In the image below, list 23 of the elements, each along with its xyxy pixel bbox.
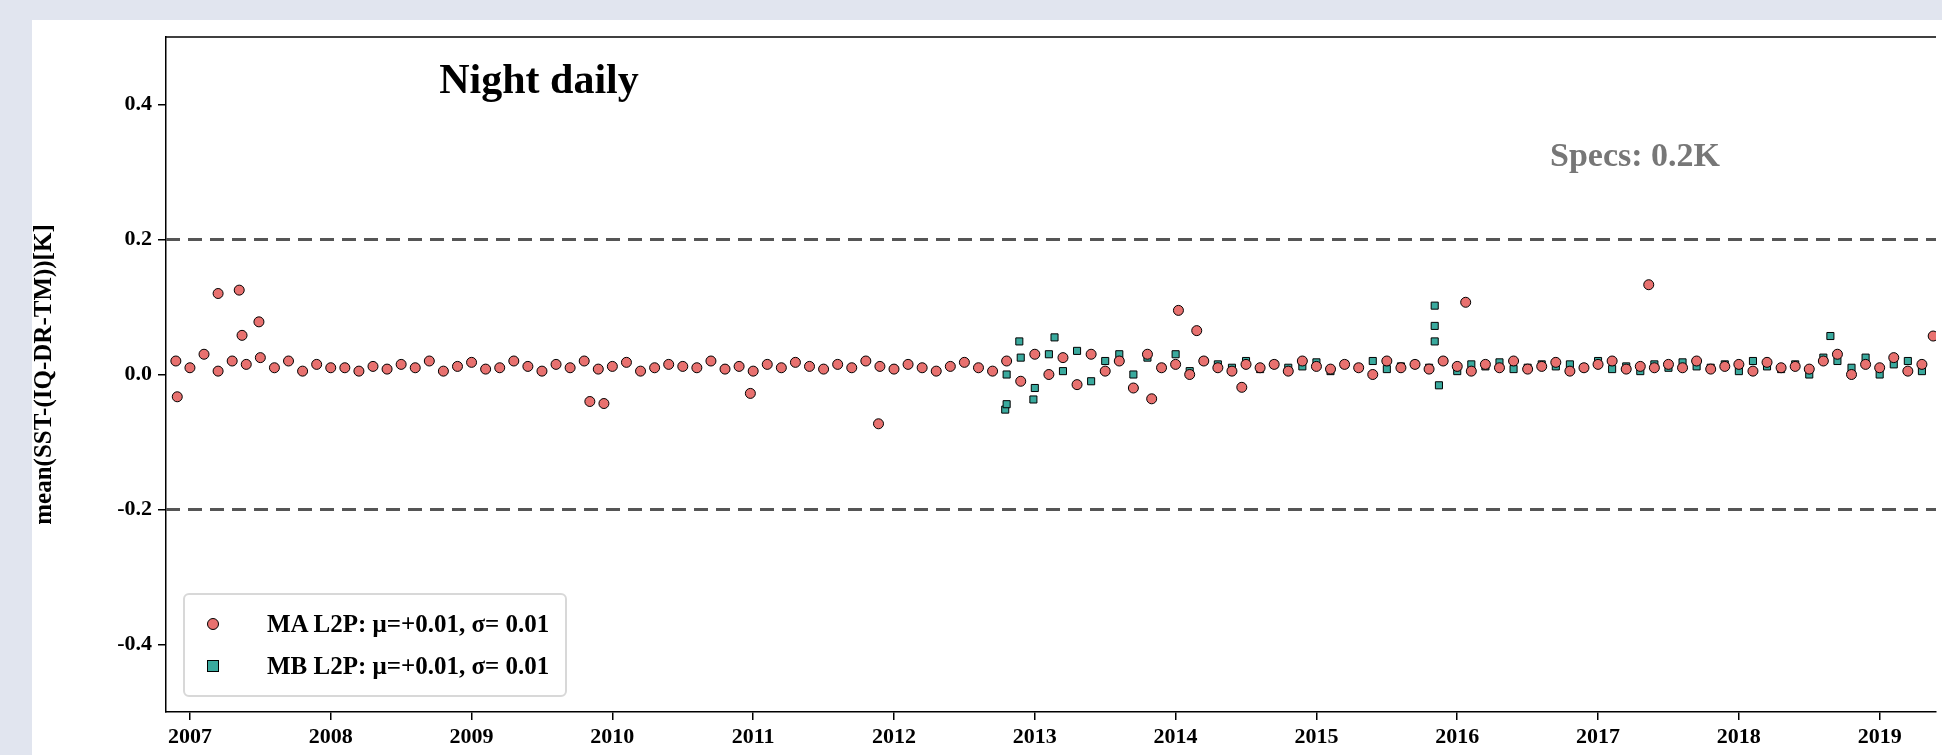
annotation: Specs: 0.2K [1550,135,1721,173]
legend-label: MB L2P: μ=+0.01, σ= 0.01 [267,652,550,680]
x-tick-label: 2013 [1012,722,1057,748]
x-tick-label: 2019 [1857,722,1902,748]
x-tick-label: 2009 [449,722,494,748]
y-tick-label: -0.4 [117,630,152,656]
x-tick-label: 2017 [1576,722,1621,748]
x-tick-label: 2015 [1294,722,1339,748]
y-tick-label: 0.0 [124,360,152,386]
chart-title: Night daily [439,55,639,102]
y-tick-label: -0.2 [117,495,152,521]
y-axis-title: mean(SST-(IQ-DR-TM))[K] [29,224,58,525]
x-tick-label: 2011 [731,722,775,748]
x-tick-label: 2016 [1435,722,1480,748]
y-tick-label: 0.2 [124,225,152,251]
x-tick-label: 2012 [872,722,916,748]
x-tick-label: 2008 [308,722,353,748]
x-tick-label: 2007 [167,722,212,748]
legend-label: MA L2P: μ=+0.01, σ= 0.01 [267,610,550,638]
x-tick-label: 2018 [1716,722,1761,748]
x-tick-label: 2014 [1153,722,1198,748]
y-tick-label: 0.4 [124,90,152,116]
x-tick-label: 2010 [590,722,635,748]
